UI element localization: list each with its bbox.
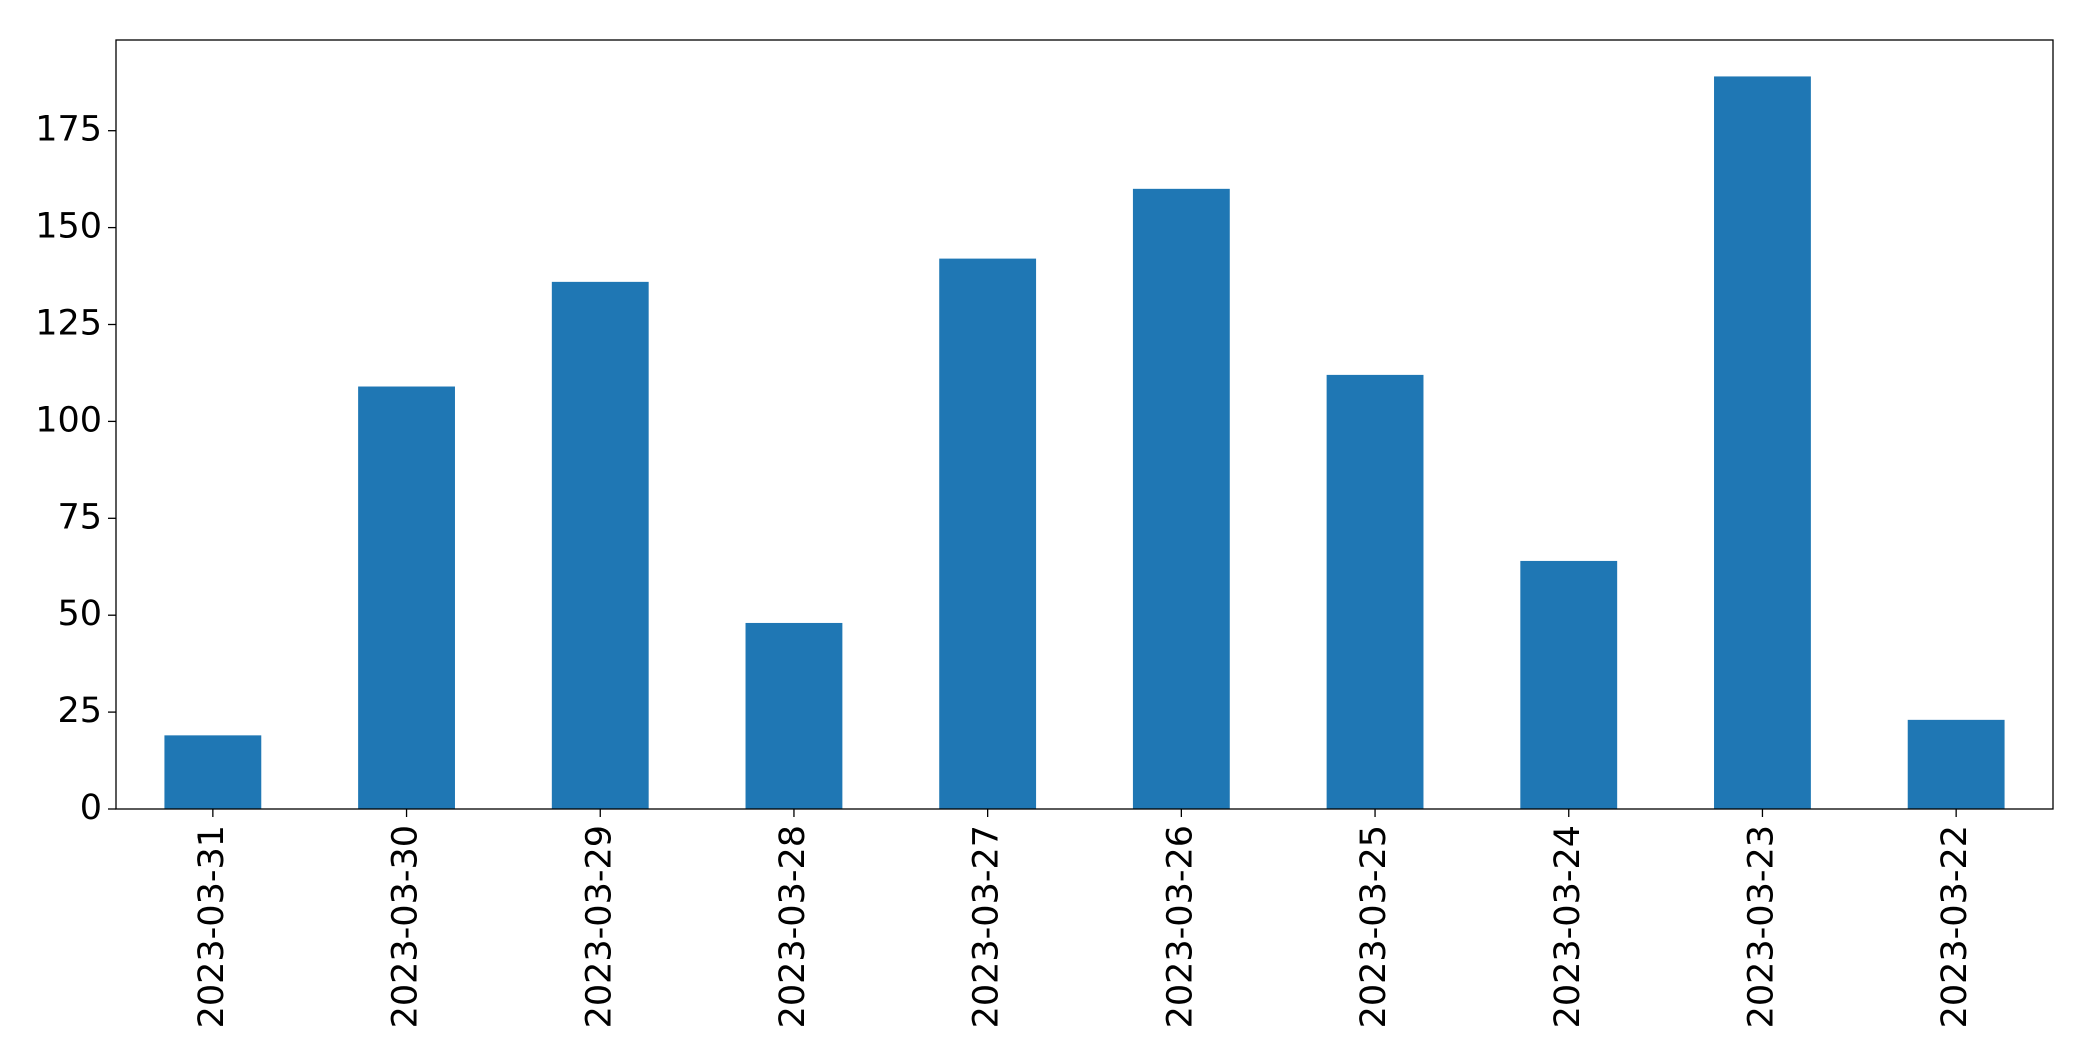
bar <box>1326 374 1424 809</box>
x-tick-label: 2023-03-25 <box>1354 825 1394 1028</box>
x-tick-label: 2023-03-24 <box>1548 825 1588 1028</box>
x-tick-label: 2023-03-22 <box>1935 825 1975 1028</box>
y-tick-label: 125 <box>35 303 102 343</box>
y-tick-label: 25 <box>57 691 102 731</box>
x-tick-label: 2023-03-27 <box>967 825 1007 1028</box>
x-tick-label: 2023-03-28 <box>773 825 813 1028</box>
bar <box>358 386 455 809</box>
y-tick-label: 150 <box>35 207 102 247</box>
bar <box>164 735 262 809</box>
x-tick-label: 2023-03-30 <box>386 825 426 1028</box>
x-tick-label: 2023-03-26 <box>1160 825 1200 1028</box>
x-tick-label: 2023-03-31 <box>192 825 232 1028</box>
bar <box>1132 188 1230 809</box>
bar <box>1907 719 2005 809</box>
y-tick-label: 0 <box>80 788 102 828</box>
y-tick-label: 100 <box>35 400 102 440</box>
y-tick-label: 75 <box>57 497 102 537</box>
bar <box>1520 560 1618 809</box>
bar <box>1714 76 1811 810</box>
bar <box>939 258 1037 810</box>
x-tick-label: 2023-03-23 <box>1741 825 1781 1028</box>
x-tick-label: 2023-03-29 <box>579 825 619 1028</box>
plot-frame <box>115 39 2054 810</box>
y-tick-label: 175 <box>35 110 102 150</box>
y-tick-label: 50 <box>57 594 102 634</box>
bar <box>551 281 649 809</box>
bar <box>745 622 843 809</box>
